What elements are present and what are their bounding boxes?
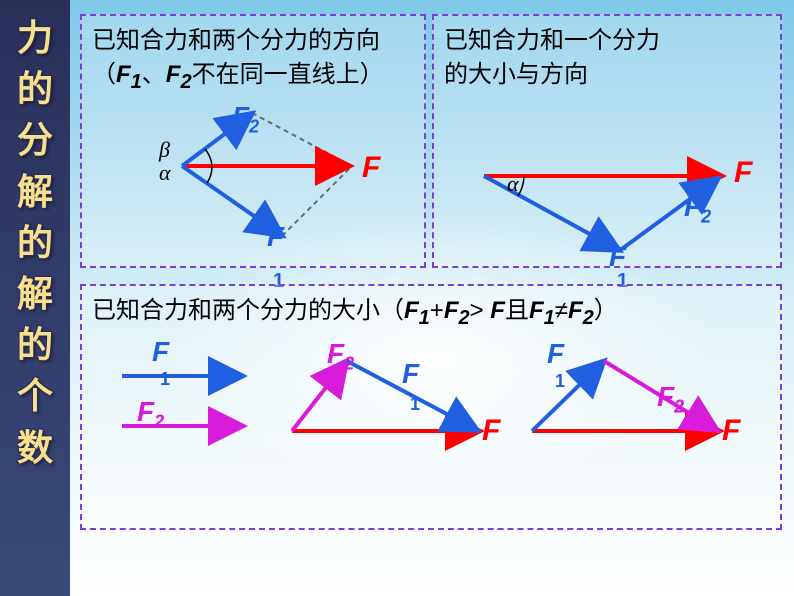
label-F: F: [362, 151, 380, 185]
label-F1: F: [267, 221, 284, 253]
panel1-mid: 、: [142, 61, 166, 88]
panel1-title: 已知合力和两个分力的方向 （F1、F2不在同一直线上）: [82, 16, 424, 95]
sidebar-title: 力 的 分 解 的 解 的 个 数: [0, 0, 70, 596]
label-F2: F2: [232, 101, 259, 138]
panel2-F: F: [734, 156, 752, 190]
panel2-l1: 已知合力和一个分力: [444, 27, 660, 54]
p3-pre: 已知合力和两个分力的大小（: [92, 297, 404, 324]
sidebar-char: 的: [17, 67, 53, 110]
p3-m4: ≠: [555, 297, 568, 324]
p3-t2F: F: [722, 414, 740, 448]
panel-one-component: 已知合力和一个分力 的大小与方向 F F2 F α: [432, 14, 782, 268]
panel-two-magnitudes: 已知合力和两个分力的大小（F1+F2> F且F1≠F2） F 1 F2 F2 F…: [80, 284, 782, 530]
p3-leftF1sub: 1: [160, 369, 170, 390]
p3-t1F1sub: 1: [410, 394, 420, 415]
p3-m1: +: [430, 297, 444, 324]
sidebar-char: 解: [17, 170, 53, 213]
panel3-title: 已知合力和两个分力的大小（F1+F2> F且F1≠F2）: [82, 286, 780, 332]
panel1-pre: （: [92, 61, 116, 88]
p3-leftF1: F: [152, 336, 169, 368]
p3-t1F2: F2: [327, 338, 354, 375]
sidebar-char: 个: [17, 374, 53, 417]
sidebar-char: 力: [17, 16, 53, 59]
panel2-title: 已知合力和一个分力 的大小与方向: [434, 16, 780, 91]
panel2-F2: F2: [684, 191, 711, 228]
panel1-line1: 已知合力和两个分力的方向: [92, 27, 380, 54]
sidebar-char: 数: [17, 426, 53, 469]
panel2-Fbot: F: [609, 241, 626, 273]
p3-suf: ）: [594, 297, 618, 324]
label-alpha: α: [159, 160, 171, 186]
p3-t2F1sub: 1: [555, 371, 565, 392]
p3-t1F: F: [482, 414, 500, 448]
panel1-suf: 不在同一直线上）: [192, 61, 384, 88]
sidebar-char: 的: [17, 221, 53, 264]
sidebar-char: 解: [17, 272, 53, 315]
p3-t2F2: F2: [657, 381, 684, 418]
sidebar-char: 的: [17, 323, 53, 366]
sidebar-char: 分: [17, 118, 53, 161]
p3-t2F1: F: [547, 338, 564, 370]
p3-leftF2: F2: [137, 396, 164, 433]
panel-two-directions: 已知合力和两个分力的方向 （F1、F2不在同一直线上） F F2 F α β: [80, 14, 426, 268]
p3-t1F1: F: [402, 358, 419, 390]
p3-m3: 且: [505, 297, 529, 324]
label-beta: β: [159, 137, 170, 163]
panel2-alpha: α: [507, 171, 519, 197]
panel2-l2: 的大小与方向: [444, 61, 588, 88]
p3-m2: >: [470, 297, 491, 324]
